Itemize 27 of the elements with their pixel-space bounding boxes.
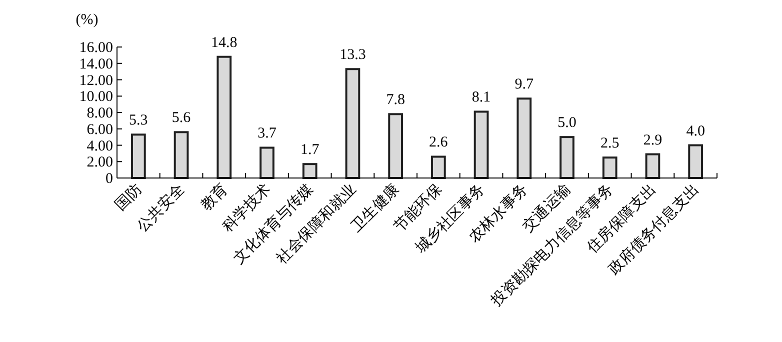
data-label: 2.9 bbox=[643, 132, 662, 148]
y-tick-label: 4.00 bbox=[86, 138, 113, 154]
data-label: 9.7 bbox=[514, 76, 534, 93]
data-label: 3.7 bbox=[258, 126, 277, 142]
plot: 0 2.00 4.00 6.00 8.00 10.00 12.00 14.00 16.00 5.3 5.6 14.8 3.7 1.7 13.3 7.8 2.6 8.1 9.7 5.0 2.5 2.9 4.0 国防 公共安全 教育 科学技术 文化体育与传媒 社会保障和就业 卫生健康 节能环保 城乡社区事务 农林水事务 交通运输 投资勘探电力信息等事务 住房保障支出 政府债务付息支出 bbox=[79, 34, 718, 310]
data-label: 7.8 bbox=[386, 92, 405, 108]
x-tick-label: 国防 bbox=[112, 180, 146, 214]
data-label: 13.3 bbox=[340, 47, 366, 64]
y-tick-label: 8.00 bbox=[86, 106, 113, 122]
y-tick-label: 2.00 bbox=[86, 154, 113, 171]
data-label: 14.8 bbox=[211, 34, 238, 51]
y-axis-title: (%) bbox=[76, 12, 98, 28]
data-label: 1.7 bbox=[300, 142, 320, 158]
y-tick-label: 12.00 bbox=[79, 72, 113, 89]
data-label: 5.3 bbox=[129, 112, 148, 129]
data-label: 4.0 bbox=[686, 123, 705, 140]
data-label: 2.6 bbox=[429, 134, 448, 151]
data-label: 5.6 bbox=[172, 110, 192, 126]
x-tick-label: 教育 bbox=[198, 180, 231, 214]
y-tick-label: 10.00 bbox=[79, 89, 113, 106]
y-tick-label: 6.00 bbox=[86, 122, 113, 138]
data-label: 5.0 bbox=[558, 115, 576, 132]
y-tick-label: 0 bbox=[106, 171, 113, 187]
y-tick-label: 16.00 bbox=[79, 40, 113, 56]
data-label: 2.5 bbox=[600, 136, 620, 152]
data-label: 8.1 bbox=[472, 90, 491, 106]
y-tick-label: 14.00 bbox=[79, 56, 113, 72]
